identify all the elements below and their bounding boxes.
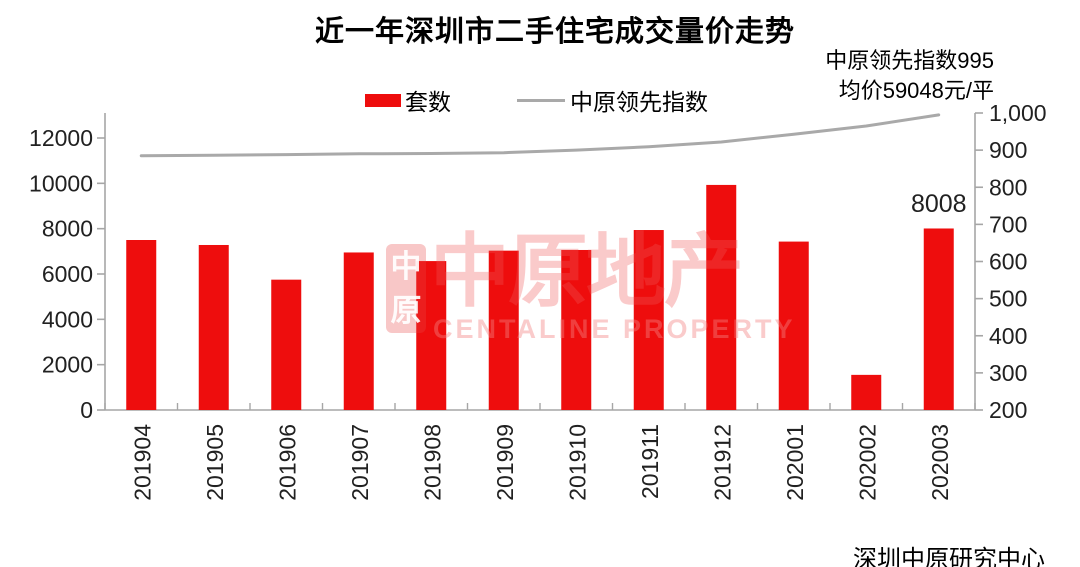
bar-202003 — [923, 228, 954, 410]
bar-201907 — [343, 252, 374, 410]
right-axis-label: 200 — [989, 397, 1027, 423]
x-axis-category-label: 201912 — [709, 424, 735, 501]
line-series-swatch-icon — [517, 98, 565, 102]
legend-item-bar: 套数 — [365, 88, 451, 115]
x-axis-category-label: 202002 — [854, 424, 880, 501]
bar-201908 — [416, 261, 447, 410]
source-credit: 深圳中原研究中心 — [853, 546, 1045, 567]
legend-item-line: 中原领先指数 — [517, 88, 708, 115]
x-axis-category-label: 201906 — [274, 424, 300, 501]
right-axis-label: 1,000 — [989, 100, 1047, 126]
left-axis-label: 0 — [80, 397, 93, 423]
right-axis-label: 300 — [989, 360, 1027, 386]
chart-title: 近一年深圳市二手住宅成交量价走势 — [314, 16, 795, 48]
right-axis-label: 700 — [989, 211, 1027, 237]
x-axis-category-label: 202003 — [927, 424, 953, 501]
x-axis-category-label: 202001 — [782, 424, 808, 501]
bar-201906 — [271, 279, 302, 410]
bar-201911 — [633, 230, 664, 410]
bar-201909 — [488, 250, 519, 410]
x-axis-category-label: 201911 — [637, 424, 663, 499]
x-axis-category-label: 201909 — [492, 424, 518, 501]
right-axis-label: 900 — [989, 137, 1027, 163]
bar-202001 — [778, 241, 809, 410]
left-axis-label: 6000 — [42, 261, 93, 287]
bar-201905 — [198, 244, 229, 410]
annotation-block: 中原领先指数995 均价59048元/平 — [825, 46, 994, 106]
right-axis-label: 400 — [989, 323, 1027, 349]
left-axis-label: 12000 — [29, 125, 93, 151]
bar-201910 — [561, 249, 592, 410]
left-axis-label: 2000 — [42, 352, 93, 378]
annotation-avg-price: 均价59048元/平 — [838, 78, 994, 103]
bar-202002 — [851, 374, 882, 410]
bar-201912 — [706, 184, 737, 410]
bar-data-label: 8008 — [911, 190, 967, 218]
right-axis-label: 600 — [989, 249, 1027, 275]
left-axis-label: 4000 — [42, 306, 93, 332]
legend-bar-label: 套数 — [405, 89, 451, 115]
x-axis-category-label: 201905 — [202, 424, 228, 501]
left-axis-label: 10000 — [29, 170, 93, 196]
right-axis-label: 500 — [989, 286, 1027, 312]
x-axis-category-label: 201907 — [347, 424, 373, 501]
right-axis-label: 800 — [989, 174, 1027, 200]
left-axis-label: 8000 — [42, 216, 93, 242]
legend-line-label: 中原领先指数 — [570, 89, 708, 115]
annotation-index: 中原领先指数995 — [825, 48, 994, 73]
bar-201904 — [126, 240, 157, 410]
x-axis-category-label: 201904 — [129, 424, 155, 501]
index-line — [139, 113, 941, 158]
x-axis-category-label: 201908 — [419, 424, 445, 501]
x-axis-category-label: 201910 — [564, 424, 590, 501]
bar-series-swatch-icon — [365, 93, 401, 107]
